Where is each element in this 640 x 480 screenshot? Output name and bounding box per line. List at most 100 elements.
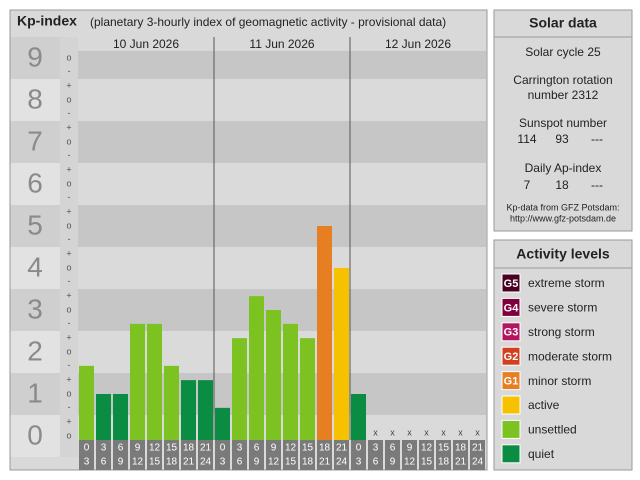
time-box [113, 440, 128, 470]
date-label: 10 Jun 2026 [113, 37, 179, 51]
legend-swatch [501, 395, 521, 415]
solar-cycle-value: 25 [587, 45, 601, 59]
legend-label: moderate storm [528, 349, 612, 363]
null-marker: x [407, 427, 412, 437]
digit-band [10, 205, 61, 247]
digit-band [10, 37, 61, 79]
legend-badge: G2 [504, 351, 519, 363]
bar [334, 268, 349, 457]
minor-column [60, 37, 78, 457]
minor-tick-label: o [66, 52, 71, 62]
date-label: 11 Jun 2026 [249, 37, 314, 51]
time-start: 3 [237, 443, 243, 454]
solar-title: Solar data [529, 15, 597, 31]
minor-tick-label: o [66, 94, 71, 104]
time-box [232, 440, 247, 470]
legend-label: extreme storm [528, 276, 605, 290]
chart-subtitle: (planetary 3-hourly index of geomagnetic… [90, 15, 446, 29]
legend-badge: G4 [504, 302, 520, 314]
legend-label: severe storm [528, 301, 597, 315]
digit-band [10, 373, 61, 415]
y-tick-label: 9 [27, 41, 43, 72]
rotation: number 2312 [528, 88, 599, 102]
minor-tick-label: o [66, 136, 71, 146]
date-band [350, 37, 486, 51]
bar [181, 380, 196, 457]
time-box [317, 440, 332, 470]
null-marker: x [475, 427, 480, 437]
sunspot-label: Sunspot number [519, 116, 607, 130]
time-box [130, 440, 145, 470]
y-tick-label: 0 [27, 419, 43, 450]
digit-band [10, 415, 61, 457]
minor-tick-label: - [68, 360, 71, 370]
minor-tick-label: o [66, 304, 71, 314]
bar [317, 226, 332, 457]
row-band [78, 247, 486, 289]
time-box [385, 440, 400, 470]
solar-cycle: Solar cycle 25 [525, 45, 601, 59]
row-band [78, 163, 486, 205]
time-end: 6 [237, 457, 243, 468]
time-end: 18 [166, 457, 178, 468]
digit-band [10, 247, 61, 289]
row-band [78, 205, 486, 247]
time-start: 0 [84, 443, 90, 454]
bar [249, 296, 264, 457]
row-band [78, 415, 486, 457]
y-tick-label: 7 [27, 125, 43, 156]
legend-swatch [501, 444, 521, 464]
time-start: 9 [407, 443, 413, 454]
y-tick-label: 4 [27, 251, 43, 282]
time-end: 18 [302, 457, 314, 468]
time-box [181, 440, 196, 470]
minor-tick-label: - [68, 150, 71, 160]
minor-tick-label: + [66, 207, 71, 217]
time-end: 24 [200, 457, 212, 468]
digit-band [10, 163, 61, 205]
minor-tick-label: + [66, 165, 71, 175]
rotation-prefix: number [528, 88, 569, 102]
y-tick-label: 2 [27, 335, 43, 366]
null-marker: x [373, 427, 378, 437]
minor-tick-label: + [66, 249, 71, 259]
time-end: 9 [118, 457, 124, 468]
legend-label: unsettled [528, 423, 577, 437]
null-marker: x [390, 427, 395, 437]
rotation-value: 2312 [572, 88, 599, 102]
bar [130, 323, 145, 457]
time-start: 15 [302, 443, 314, 454]
sunspots-value: 93 [555, 132, 569, 146]
bar [232, 338, 247, 457]
minor-tick-label: + [66, 123, 71, 133]
activity-title: Activity levels [516, 246, 610, 262]
time-box [351, 440, 366, 470]
time-end: 3 [84, 457, 90, 468]
time-box [436, 440, 451, 470]
time-box [300, 440, 315, 470]
source: Kp-data from GFZ Potsdam: [506, 202, 619, 212]
bar [283, 323, 298, 457]
source-url: http://www.gfz-potsdam.de [510, 213, 616, 223]
time-start: 18 [455, 443, 467, 454]
bar [198, 380, 213, 457]
time-start: 21 [336, 443, 348, 454]
legend-label: quiet [528, 447, 555, 461]
time-box [368, 440, 383, 470]
rotation-label: Carrington rotation [513, 73, 612, 87]
time-start: 6 [254, 443, 260, 454]
legend-swatch [501, 419, 521, 439]
time-end: 24 [336, 457, 348, 468]
time-end: 3 [356, 457, 362, 468]
time-end: 15 [421, 457, 433, 468]
bar [266, 310, 281, 457]
minor-tick-label: - [68, 318, 71, 328]
time-start: 12 [285, 443, 297, 454]
y-tick-label: 1 [27, 377, 43, 408]
time-end: 6 [101, 457, 107, 468]
minor-tick-label: + [66, 291, 71, 301]
digit-band [10, 289, 61, 331]
time-end: 3 [220, 457, 226, 468]
time-box [402, 440, 417, 470]
row-band [78, 121, 486, 163]
